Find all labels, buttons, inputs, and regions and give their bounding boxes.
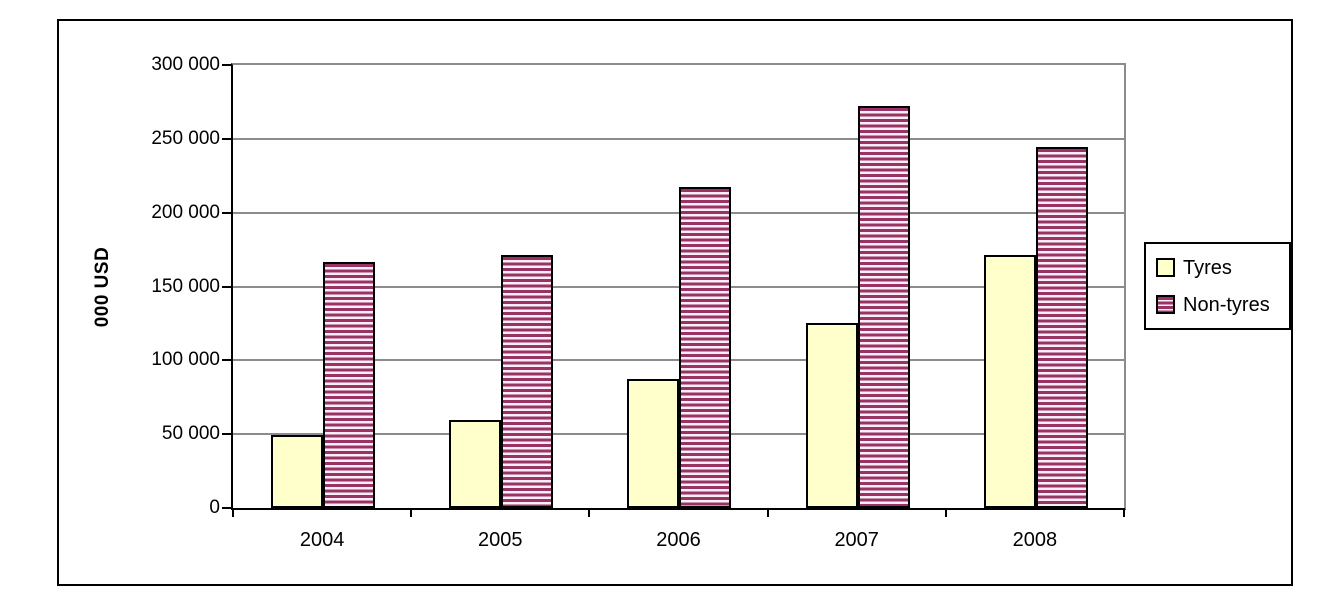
gridline (233, 285, 1124, 288)
y-axis-tick (222, 137, 231, 140)
bar-non-tyres-2008 (1035, 147, 1088, 508)
gridline (233, 211, 1124, 214)
x-axis-label: 2006 (656, 529, 701, 551)
x-axis-label: 2004 (299, 529, 345, 551)
y-axis-tick-label: 300 000 (151, 54, 220, 75)
y-axis-tick-label: 150 000 (151, 275, 220, 297)
y-axis-tick-label: 100 000 (151, 349, 220, 371)
legend-swatch-non-tyres-icon (1156, 295, 1175, 314)
x-axis-label: 2005 (478, 529, 523, 551)
y-axis-tick-label: 250 000 (151, 127, 220, 149)
bar-non-tyres-2004 (323, 262, 375, 508)
y-axis-tick (222, 433, 231, 436)
x-axis-tick (766, 508, 769, 517)
legend-label-non-tyres: Non-tyres (1183, 293, 1270, 316)
legend-item-non-tyres: Non-tyres (1156, 293, 1289, 317)
legend-label-tyres: Tyres (1183, 256, 1232, 279)
gridline (233, 137, 1124, 140)
bar-tyres-2007 (805, 322, 858, 508)
y-axis-tick (222, 507, 231, 509)
bar-tyres-2005 (449, 420, 502, 508)
legend: Tyres Non-tyres (1144, 242, 1291, 330)
x-axis-label: 2007 (834, 529, 879, 551)
x-axis-tick (232, 508, 234, 517)
bar-tyres-2004 (271, 435, 323, 508)
x-axis-tick (588, 508, 591, 517)
x-axis-tick (944, 508, 947, 517)
y-axis-tick-label: 50 000 (161, 423, 220, 445)
x-axis-tick (410, 508, 413, 517)
plot-area (222, 63, 1126, 517)
y-axis-tick (222, 359, 231, 362)
gridline (233, 359, 1124, 362)
x-axis-tick (1123, 508, 1125, 517)
bar-tyres-2006 (627, 379, 680, 508)
bar-tyres-2008 (983, 254, 1036, 508)
y-axis-tick (222, 285, 231, 288)
bar-non-tyres-2007 (857, 105, 910, 508)
y-axis-tick (222, 64, 231, 66)
y-axis-tick-label: 0 (209, 497, 220, 518)
legend-swatch-tyres-icon (1156, 258, 1175, 277)
x-axis-label: 2008 (1012, 529, 1058, 551)
y-axis-tick (222, 211, 231, 214)
bar-non-tyres-2005 (501, 254, 554, 508)
y-axis-tick-label: 200 000 (151, 201, 220, 223)
chart-frame: 000 USD 0 50 000 100 000 150 000 200 000 250 … (57, 19, 1293, 586)
legend-item-tyres: Tyres (1156, 256, 1289, 280)
bar-non-tyres-2006 (679, 187, 732, 508)
